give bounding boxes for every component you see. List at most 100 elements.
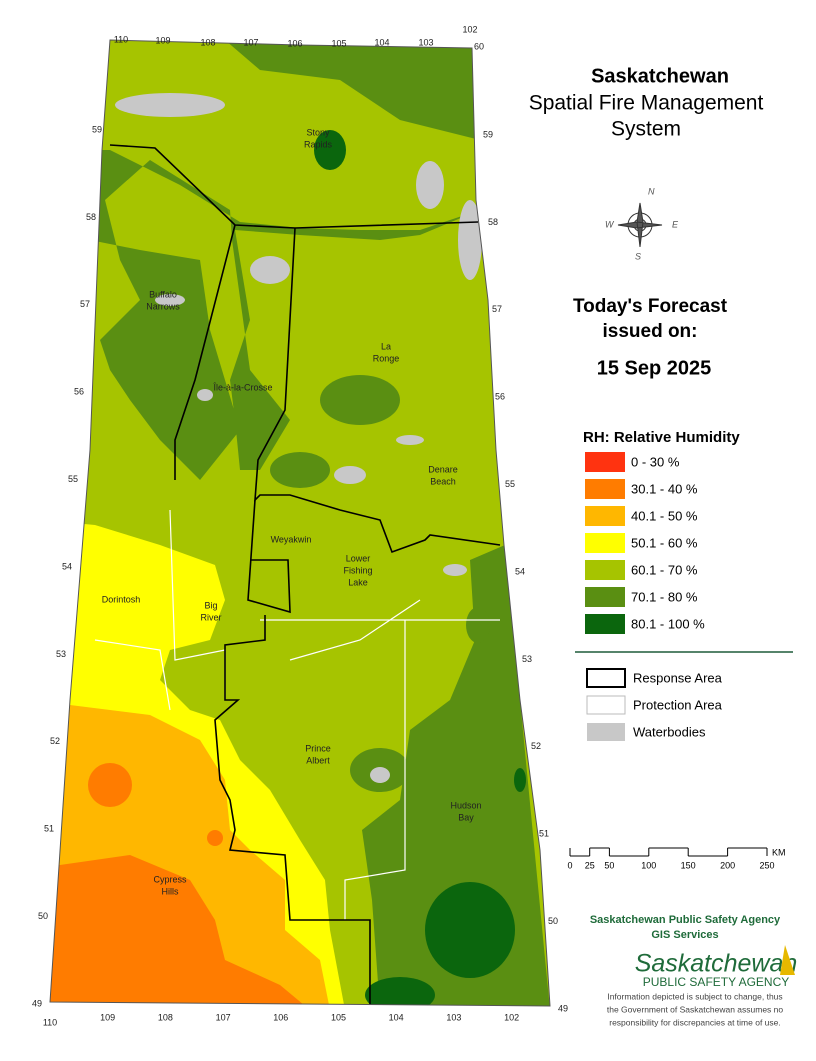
latitude-label: 55 xyxy=(505,479,515,489)
latitude-label: 59 xyxy=(483,129,493,139)
legend-title: RH: Relative Humidity xyxy=(583,429,740,446)
longitude-label: 109 xyxy=(155,35,170,45)
place-label: Buffalo xyxy=(149,289,177,299)
protection-area-lines xyxy=(94,509,500,920)
legend-label: Response Area xyxy=(633,670,723,685)
latitude-label: 56 xyxy=(495,392,505,402)
disclaimer: Information depicted is subject to chang… xyxy=(607,991,782,1001)
place-label: Hills xyxy=(162,886,179,896)
place-label: La xyxy=(381,341,391,351)
legend-swatch xyxy=(586,668,626,688)
longitude-label: 107 xyxy=(243,37,258,47)
place-label: Narrows xyxy=(146,301,180,311)
response-area-lines xyxy=(109,144,501,1006)
svg-text:E: E xyxy=(672,219,679,229)
latitude-label: 49 xyxy=(558,1003,568,1013)
legend-swatch xyxy=(585,560,625,580)
longitude-label: 102 xyxy=(462,24,477,34)
boundary-legend: Response Area Protection Area Waterbodies xyxy=(586,668,723,741)
province-outline xyxy=(49,39,551,1007)
latitude-label: 51 xyxy=(539,829,549,839)
legend-swatch xyxy=(585,479,625,499)
title: Saskatchewan xyxy=(591,65,729,87)
agency: Saskatchewan Public Safety Agency xyxy=(590,914,781,926)
latitude-label: 52 xyxy=(531,741,541,751)
longitude-label: 108 xyxy=(200,37,215,47)
legend: 0 - 30 % 30.1 - 40 % 40.1 - 50 % 50.1 - 60 … xyxy=(585,452,705,634)
disclaimer: responsibility for discrepancies at time… xyxy=(609,1017,781,1027)
svg-text:S: S xyxy=(635,251,641,261)
latitude-label: 49 xyxy=(32,998,42,1008)
waterbodies xyxy=(115,93,482,783)
scale-label: 50 xyxy=(604,860,614,870)
place-labels: Stony Rapids Buffalo Narrows La Ronge Île-à-la… xyxy=(102,127,482,896)
longitude-label: 109 xyxy=(100,1012,115,1022)
compass: N W E S xyxy=(605,186,679,261)
place-label: Fishing xyxy=(343,565,372,575)
place-label: River xyxy=(200,612,221,622)
forecast-heading: Today's Forecast xyxy=(573,296,728,317)
latitude-label: 54 xyxy=(62,561,72,571)
legend-label: 30.1 - 40 % xyxy=(631,481,698,496)
svg-text:N: N xyxy=(648,186,655,196)
longitude-label: 102 xyxy=(504,1012,519,1022)
place-label: Ronge xyxy=(373,353,400,363)
scale-bar: 0 25 50 100 150 200 250 KM xyxy=(567,847,785,870)
latitude-label: 50 xyxy=(548,916,558,926)
legend-label: 70.1 - 80 % xyxy=(631,589,698,604)
legend-label: 60.1 - 70 % xyxy=(631,562,698,577)
latitude-label: 58 xyxy=(86,212,96,222)
place-label: Hudson xyxy=(450,800,481,810)
longitude-label: 104 xyxy=(374,37,389,47)
place-label: Big xyxy=(204,600,217,610)
agency: GIS Services xyxy=(651,929,718,941)
forecast-date: 15 Sep 2025 xyxy=(597,357,712,379)
legend-label: 40.1 - 50 % xyxy=(631,508,698,523)
longitude-label: 108 xyxy=(158,1012,173,1022)
place-label: Dorintosh xyxy=(102,594,141,604)
latitude-label: 57 xyxy=(80,299,90,309)
longitude-label: 110 xyxy=(43,1017,57,1027)
place-label: Prince xyxy=(305,743,331,753)
place-label: Cypress xyxy=(153,874,187,884)
longitude-label: 105 xyxy=(331,1012,346,1022)
place-label: Weyakwin xyxy=(271,534,312,544)
longitude-label: 103 xyxy=(418,37,433,47)
latitude-label: 53 xyxy=(56,649,66,659)
latitude-label: 57 xyxy=(492,304,502,314)
scale-label: 250 xyxy=(759,860,774,870)
scale-unit: KM xyxy=(772,847,786,857)
legend-swatch xyxy=(585,614,625,634)
disclaimer: the Government of Saskatchewan assumes n… xyxy=(607,1004,784,1014)
latitude-label: 60 xyxy=(474,41,484,51)
longitude-label: 105 xyxy=(331,38,346,48)
svg-text:W: W xyxy=(605,219,615,229)
legend-swatch xyxy=(587,723,625,741)
legend-label: Protection Area xyxy=(633,697,723,712)
latitude-label: 50 xyxy=(38,911,48,921)
longitude-label: 103 xyxy=(446,1012,461,1022)
humidity-map xyxy=(50,40,550,1006)
latitude-label: 52 xyxy=(50,736,60,746)
latitude-label: 51 xyxy=(44,824,54,834)
longitude-label: 107 xyxy=(216,1012,231,1022)
place-label: Albert xyxy=(306,755,330,765)
latitude-label: 55 xyxy=(68,474,78,484)
scale-label: 25 xyxy=(585,860,595,870)
scale-label: 0 xyxy=(567,860,572,870)
subtitle: Spatial Fire Management xyxy=(529,92,764,115)
place-label: Lower xyxy=(346,553,371,563)
subtitle: System xyxy=(611,118,681,141)
graticule-labels: 110 109 108 107 106 105 104 103 102 60 110 109 108 10… xyxy=(32,24,568,1027)
latitude-label: 58 xyxy=(488,217,498,227)
logo-tagline: PUBLIC SAFETY AGENCY xyxy=(643,975,790,989)
latitude-label: 54 xyxy=(515,566,525,576)
legend-swatch xyxy=(585,587,625,607)
place-label: Stony xyxy=(306,127,330,137)
latitude-label: 53 xyxy=(522,654,532,664)
legend-swatch xyxy=(585,452,625,472)
legend-swatch xyxy=(586,695,626,715)
legend-swatch xyxy=(585,506,625,526)
logo-name: Saskatchewan xyxy=(635,950,798,978)
